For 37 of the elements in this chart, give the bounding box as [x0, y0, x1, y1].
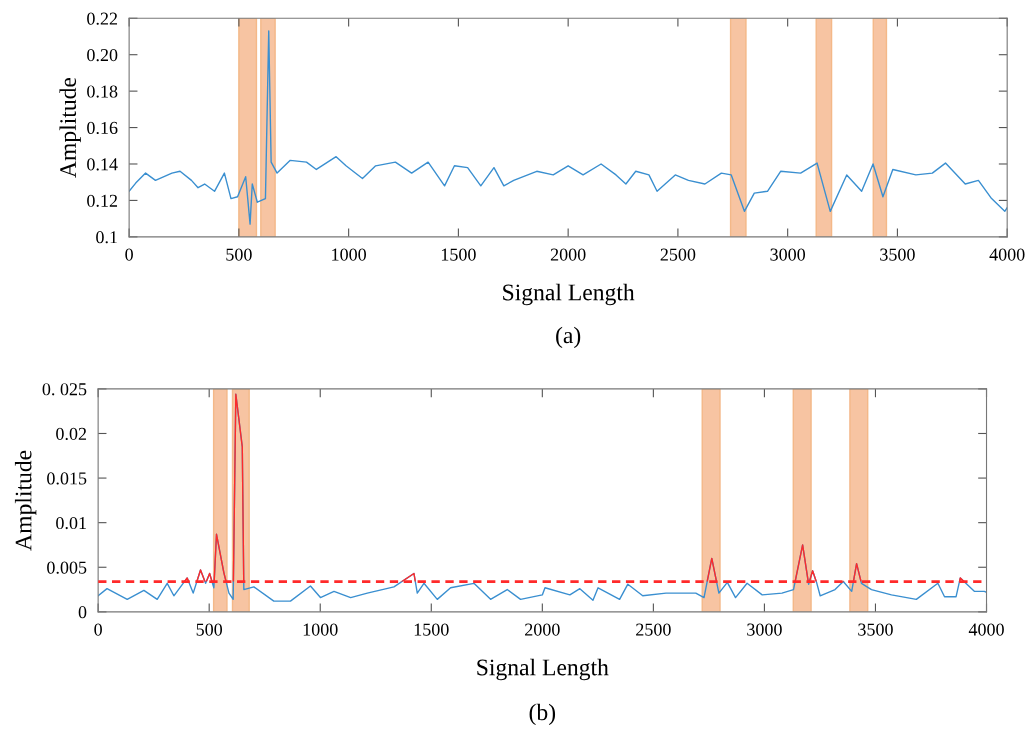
x-tick-label: 2500 [660, 248, 696, 261]
y-tick-label: 0.02 [56, 427, 87, 440]
x-tick-label: 3000 [747, 623, 782, 636]
y-tick-label: 0.01 [56, 516, 86, 530]
x-axis-title: Signal Length [503, 283, 635, 306]
x-tick-label: 0 [125, 248, 133, 261]
y-tick-label: 0. 025 [42, 383, 87, 396]
text: (b) [529, 703, 556, 726]
y-tick-label: 0.12 [87, 194, 118, 207]
y-tick-label: 0.18 [87, 85, 118, 98]
x-tick-label: 3500 [858, 623, 893, 636]
x-tick-label: 2000 [550, 248, 586, 261]
y-tick-label: 0.16 [87, 121, 118, 135]
y-axis-title: Amplitude [14, 450, 37, 551]
text: (a) [556, 326, 581, 349]
x-tick-label: 2000 [525, 623, 560, 636]
y-tick-label: 0.20 [87, 48, 118, 62]
y-tick-label: 0 [78, 606, 87, 619]
x-tick-label: 3000 [770, 248, 806, 261]
x-tick-label: 3500 [880, 248, 915, 261]
x-tick-label: 1000 [303, 623, 338, 636]
x-tick-label: 1500 [414, 623, 449, 636]
x-tick-label: 2500 [636, 623, 671, 636]
x-tick-label: 1500 [441, 248, 476, 261]
x-tick-label: 4000 [968, 623, 1004, 636]
x-tick-label: 4000 [989, 248, 1025, 261]
x-tick-label: 500 [196, 623, 223, 636]
y-tick-label: 0.14 [87, 158, 118, 171]
x-tick-label: 1000 [332, 248, 366, 261]
y-tick-label: 0.22 [87, 12, 118, 25]
y-tick-label: 0.005 [47, 561, 87, 574]
x-axis-title: Signal Length [477, 658, 609, 681]
line-series [129, 30, 1008, 225]
y-axis-title: Amplitude [59, 77, 81, 178]
x-tick-label: 500 [226, 248, 252, 261]
y-tick-label: 0.015 [47, 472, 87, 485]
y-tick-label: 0.1 [96, 231, 117, 244]
